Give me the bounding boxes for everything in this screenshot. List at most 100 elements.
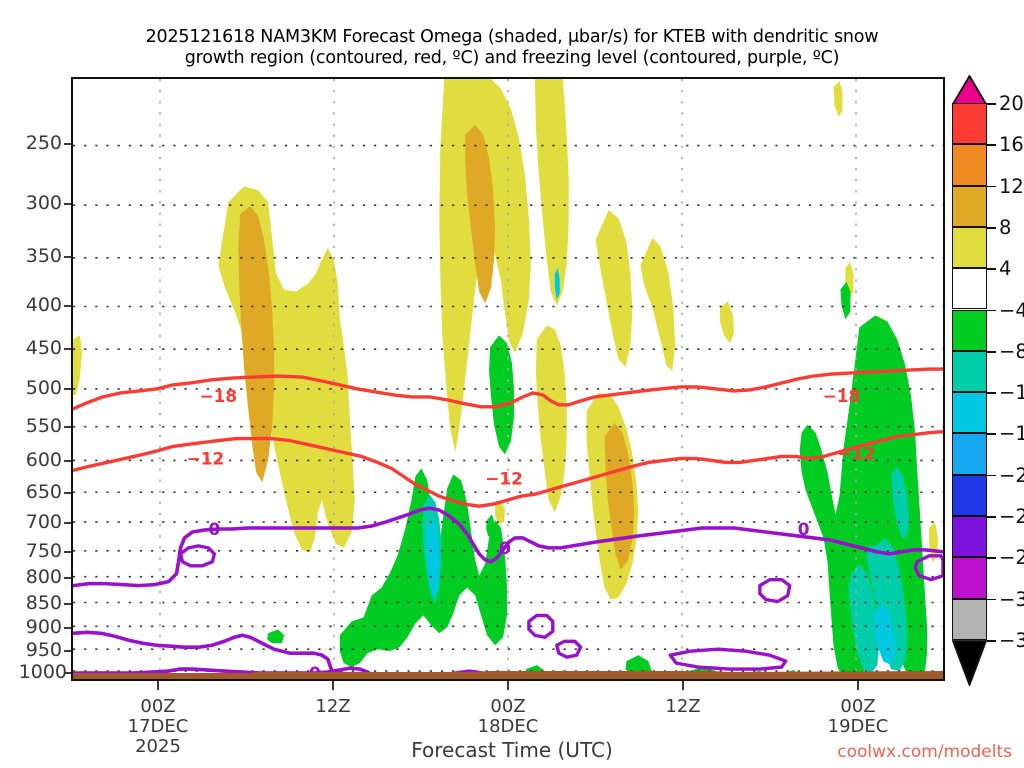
y-tick-mark (64, 203, 71, 205)
colorbar-tick-label: −4 (999, 298, 1024, 322)
colorbar-band-minus4-4 (952, 268, 987, 310)
freezing-level-closed-contours (178, 544, 943, 679)
y-tick-mark (64, 522, 71, 524)
colorbar-band-minus28-minus24 (952, 516, 987, 558)
svg-text:−12: −12 (187, 448, 225, 468)
x-tick-mark (332, 681, 334, 690)
y-tick-label: 250 (25, 132, 62, 154)
colorbar-tick-label: −16 (999, 422, 1024, 446)
contour-minus12 (73, 429, 943, 508)
freezing-level-contours (73, 506, 943, 679)
colorbar-tick (987, 639, 996, 642)
x-tick-mark (157, 681, 159, 690)
colorbar-band-4-8 (952, 226, 987, 269)
y-tick-mark (64, 603, 71, 605)
freezing-level-surface-branch (73, 666, 376, 679)
y-tick-label: 600 (25, 449, 62, 471)
svg-text:−18: −18 (823, 386, 861, 406)
y-tick-label: 850 (25, 592, 62, 614)
y-tick-label: 400 (25, 294, 62, 316)
colorbar-tick (987, 557, 996, 560)
colorbar-tick (987, 350, 996, 353)
colorbar-tick (987, 268, 996, 270)
chart-title-line-1: 2025121618 NAM3KM Forecast Omega (shaded… (145, 27, 879, 47)
y-tick-label: 700 (25, 511, 62, 533)
colorbar-tick (987, 474, 996, 477)
y-tick-mark (64, 143, 71, 145)
colorbar-tick-label: −12 (999, 381, 1024, 405)
y-tick-mark (64, 388, 71, 390)
colorbar-tick-label: −32 (999, 587, 1024, 611)
colorbar-tick (987, 144, 996, 147)
colorbar-tick (987, 598, 996, 601)
y-tick-mark (64, 577, 71, 579)
y-tick-label: 950 (25, 639, 62, 661)
colorbar-tick (987, 103, 996, 105)
x-tick-label-00z-18dec: 00Z 18DEC (477, 696, 539, 737)
y-tick-label: 550 (25, 415, 62, 437)
colorbar-cap-min (952, 639, 987, 686)
y-tick-label: 800 (25, 566, 62, 588)
colorbar-band-minus36-minus32 (952, 598, 987, 640)
contour-labels: −18 −18 −12 −12 −12 0 0 0 0 (187, 386, 876, 679)
colorbar-tick-label: −24 (999, 505, 1024, 528)
svg-text:−18: −18 (199, 386, 237, 406)
freezing-level-upper-branch (73, 506, 943, 588)
freezing-level-lower-branch (73, 630, 336, 679)
colorbar-band-minus20-minus16 (952, 433, 987, 475)
colorbar-band-8-12 (952, 185, 987, 227)
colorbar-tick-label: −20 (999, 463, 1024, 487)
colorbar-band-minus32-minus28 (952, 557, 987, 599)
dendritic-snow-growth-contours (73, 367, 943, 508)
source-watermark: coolwx.com/modelts (837, 742, 1012, 762)
y-tick-mark (64, 492, 71, 494)
contour-minus18 (73, 367, 943, 411)
x-tick-label-00z-17dec: 00Z 17DEC 2025 (127, 696, 189, 757)
x-tick-label-12z: 12Z (665, 696, 701, 717)
colorbar-tick-label: 12 (999, 174, 1024, 198)
y-tick-label: 350 (25, 245, 62, 267)
y-tick-mark (64, 650, 71, 652)
x-tick-label-00z-19dec: 00Z 19DEC (827, 696, 889, 737)
svg-text:−12: −12 (838, 443, 876, 463)
x-tick-mark (507, 681, 509, 690)
colorbar-tick (987, 392, 996, 394)
y-tick-label: 1000 (18, 661, 67, 683)
omega-negative-12-16-shading (426, 267, 896, 666)
colorbar-band-12-16 (952, 144, 987, 186)
colorbar-tick (987, 433, 996, 436)
colorbar-tick-label: 16 (999, 133, 1024, 157)
colorbar-band-minus16-minus12 (952, 392, 987, 434)
y-tick-label: 450 (25, 337, 62, 359)
x-tick-mark (857, 681, 859, 690)
svg-text:0: 0 (208, 519, 220, 539)
plot-area: −18 −18 −12 −12 −12 0 0 0 0 (71, 77, 945, 681)
colorbar-band-16-20 (952, 103, 987, 145)
x-tick-mark (682, 681, 684, 690)
svg-text:0: 0 (309, 663, 321, 679)
y-tick-mark (64, 627, 71, 629)
y-tick-mark (64, 672, 71, 674)
chart-title-line-2: growth region (contoured, red, ºC) and f… (184, 48, 840, 68)
x-tick-label-12z: 12Z (315, 696, 351, 717)
svg-text:−12: −12 (485, 468, 523, 488)
colorbar-tick (987, 309, 996, 312)
colorbar-tick-label: 4 (999, 257, 1012, 281)
chart-title: 2025121618 NAM3KM Forecast Omega (shaded… (0, 6, 1024, 90)
colorbar-band-minus24-minus20 (952, 474, 987, 516)
gridlines (73, 79, 943, 679)
y-tick-label: 500 (25, 377, 62, 399)
colorbar-tick-label: 20 (999, 92, 1024, 115)
colorbar-tick (987, 516, 996, 518)
y-tick-mark (64, 460, 71, 462)
colorbar-tick-label: −28 (999, 546, 1024, 570)
colorbar-tick (987, 226, 996, 229)
y-tick-label: 900 (25, 616, 62, 638)
x-axis-title: Forecast Time (UTC) (411, 738, 613, 762)
y-tick-label: 300 (25, 192, 62, 214)
colorbar-tick-label: −36 (999, 628, 1024, 652)
omega-positive-8-12-shading (238, 124, 635, 570)
y-tick-mark (64, 305, 71, 307)
svg-text:0: 0 (798, 519, 810, 539)
colorbar-tick-label: 8 (999, 215, 1012, 239)
